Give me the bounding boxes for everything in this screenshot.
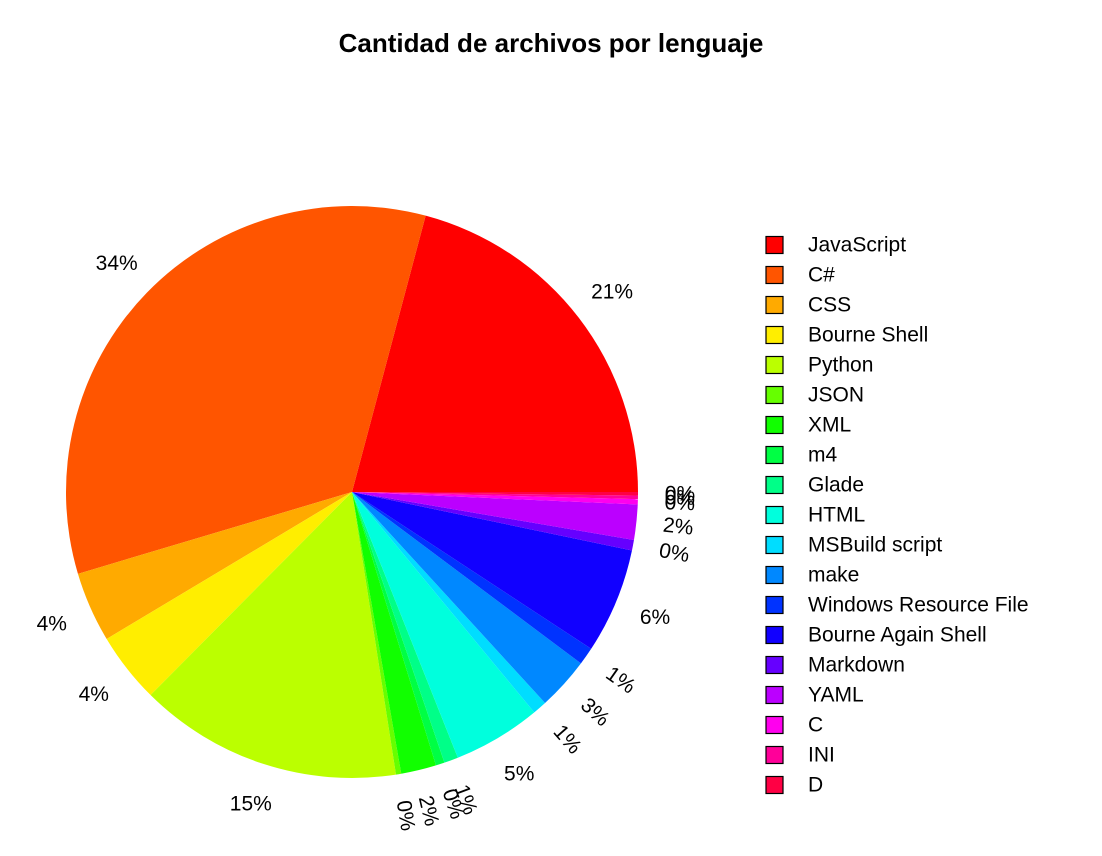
legend-label: MSBuild script — [808, 534, 942, 557]
pie-slice-bourne-again-shell — [352, 492, 632, 649]
pct-label-javascript: 21% — [591, 281, 633, 304]
pie-slice-python — [150, 492, 396, 779]
legend-swatch — [765, 565, 784, 585]
legend-swatch — [765, 625, 784, 645]
legend-swatch — [765, 775, 784, 795]
pie-slice-ini — [352, 492, 638, 500]
pie-slice-yaml — [352, 492, 638, 540]
legend-swatch — [765, 505, 784, 525]
pct-label-c: 0% — [664, 491, 695, 515]
pie-slice-json — [352, 492, 402, 775]
pie-slice-windows-resource-file — [352, 492, 592, 664]
legend-swatch — [765, 595, 784, 615]
pct-label-json: 0% — [392, 799, 420, 833]
legend-swatch — [765, 385, 784, 405]
legend-label: JSON — [808, 384, 864, 407]
legend-swatch — [765, 475, 784, 495]
pie-slice-m4 — [352, 492, 445, 766]
legend-swatch — [765, 685, 784, 705]
legend-label: m4 — [808, 444, 837, 467]
pct-label-msbuild-script: 1% — [549, 720, 586, 758]
legend-swatch — [765, 265, 784, 285]
legend-swatch — [765, 745, 784, 765]
legend-label: YAML — [808, 684, 864, 707]
pct-label-html: 5% — [504, 763, 534, 786]
pie-slice-d — [352, 492, 639, 496]
pct-label-windows-resource-file: 1% — [602, 662, 640, 698]
pie-slice-html — [352, 492, 535, 758]
legend-swatch — [765, 535, 784, 555]
legend-label: JavaScript — [808, 234, 906, 257]
legend-label: Markdown — [808, 654, 905, 677]
pie-slice-javascript — [352, 215, 638, 492]
pct-label-d: 0% — [665, 482, 696, 505]
legend-label: Windows Resource File — [808, 594, 1029, 617]
pct-label-c-: 34% — [96, 252, 138, 275]
pie-slice-msbuild-script — [352, 492, 546, 713]
legend-swatch — [765, 355, 784, 375]
legend-swatch — [765, 295, 784, 315]
chart-title: Cantidad de archivos por lenguaje — [338, 28, 764, 58]
pie-slice-c — [352, 492, 638, 505]
pct-label-yaml: 2% — [662, 514, 695, 540]
pie-slice-c- — [65, 206, 426, 574]
pct-label-ini: 0% — [665, 486, 696, 510]
legend-label: INI — [808, 744, 835, 767]
legend: JavaScript C# CSS Bourne Shell Python JSON XML… — [765, 234, 1029, 797]
pie-slice-make — [352, 492, 581, 704]
legend-label: HTML — [808, 504, 865, 527]
pie-slice-glade — [352, 492, 458, 763]
pie-slice-bourne-shell — [106, 492, 353, 696]
pie-slice-css — [77, 492, 352, 639]
legend-label: Bourne Again Shell — [808, 624, 987, 647]
pct-label-css: 4% — [37, 613, 67, 636]
pie-slice-markdown — [352, 492, 634, 551]
pct-label-markdown: 0% — [657, 539, 691, 567]
legend-label: Python — [808, 354, 873, 377]
legend-label: make — [808, 564, 859, 587]
pct-label-python: 15% — [230, 793, 272, 816]
legend-swatch — [765, 445, 784, 465]
pct-label-bourne-again-shell: 6% — [640, 606, 670, 629]
legend-label: C — [808, 714, 823, 737]
legend-swatch — [765, 415, 784, 435]
legend-swatch — [765, 325, 784, 345]
legend-label: D — [808, 774, 823, 797]
pct-label-bourne-shell: 4% — [79, 683, 109, 706]
legend-swatch — [765, 655, 784, 675]
legend-label: Bourne Shell — [808, 324, 928, 347]
legend-label: XML — [808, 414, 851, 437]
legend-label: CSS — [808, 294, 851, 317]
pct-label-make: 3% — [576, 694, 614, 731]
legend-label: C# — [808, 264, 835, 287]
legend-swatch — [765, 715, 784, 735]
legend-swatch — [765, 235, 784, 255]
legend-label: Glade — [808, 474, 864, 497]
pie-slices — [65, 206, 639, 779]
pie-slice-xml — [352, 492, 436, 774]
